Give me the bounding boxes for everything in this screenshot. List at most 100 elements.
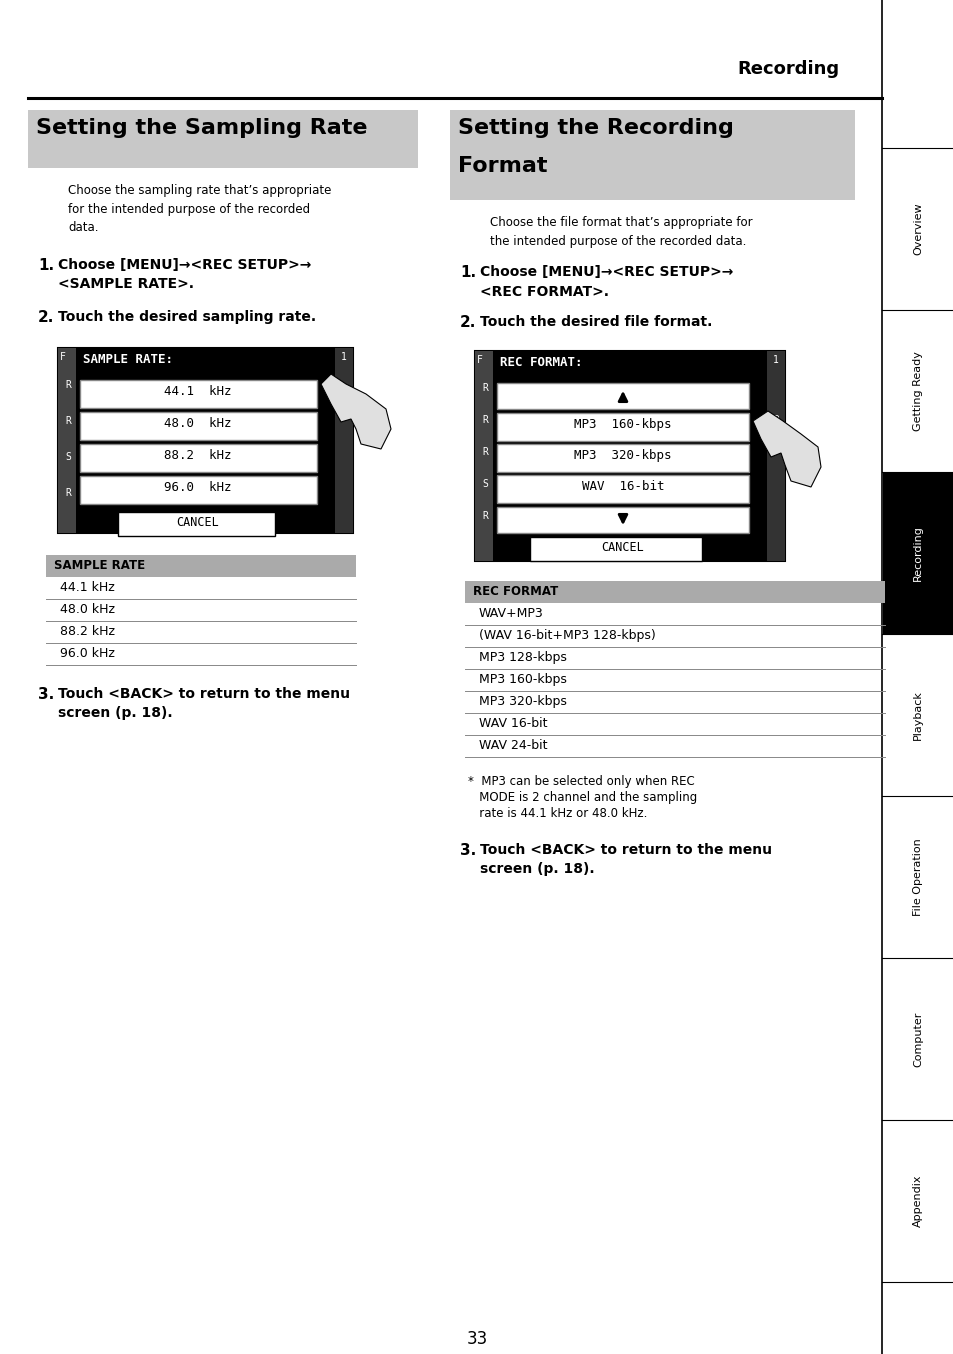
Text: 33: 33 xyxy=(466,1330,487,1349)
Text: 1: 1 xyxy=(341,352,347,362)
Text: WAV 24-bit: WAV 24-bit xyxy=(478,739,547,751)
Bar xyxy=(882,1120,953,1282)
Bar xyxy=(497,413,748,441)
Text: 48.0  kHz: 48.0 kHz xyxy=(164,417,232,431)
Text: 3.: 3. xyxy=(38,686,54,701)
Text: MODE is 2 channel and the sampling: MODE is 2 channel and the sampling xyxy=(468,791,697,804)
Bar xyxy=(497,383,748,409)
Bar xyxy=(493,351,766,379)
Text: 88.2 kHz: 88.2 kHz xyxy=(60,626,115,638)
Text: MP3 128-kbps: MP3 128-kbps xyxy=(478,651,566,663)
Text: 96.0 kHz: 96.0 kHz xyxy=(60,647,114,659)
Text: Appendix: Appendix xyxy=(912,1175,923,1227)
Text: Recording: Recording xyxy=(737,60,840,79)
Text: MP3 320-kbps: MP3 320-kbps xyxy=(478,695,566,708)
Text: Recording: Recording xyxy=(912,525,923,581)
Text: Format: Format xyxy=(457,156,547,176)
Text: WAV 16-bit: WAV 16-bit xyxy=(478,718,547,730)
Text: 1: 1 xyxy=(772,355,778,366)
Text: Choose [MENU]→<REC SETUP>→
<SAMPLE RATE>.: Choose [MENU]→<REC SETUP>→ <SAMPLE RATE>… xyxy=(58,259,311,291)
Text: R: R xyxy=(481,414,487,425)
Text: SAMPLE RATE: SAMPLE RATE xyxy=(54,559,145,571)
Bar xyxy=(80,444,316,473)
Text: R: R xyxy=(481,510,487,521)
Text: Computer: Computer xyxy=(912,1011,923,1067)
Text: 3: 3 xyxy=(772,414,778,425)
Text: 96.0  kHz: 96.0 kHz xyxy=(164,481,232,494)
Text: Getting Ready: Getting Ready xyxy=(912,351,923,431)
Text: S: S xyxy=(65,452,71,462)
Text: 48.0 kHz: 48.0 kHz xyxy=(60,603,115,616)
Text: rate is 44.1 kHz or 48.0 kHz.: rate is 44.1 kHz or 48.0 kHz. xyxy=(468,807,647,821)
Text: R: R xyxy=(481,383,487,393)
Text: Touch <BACK> to return to the menu
screen (p. 18).: Touch <BACK> to return to the menu scree… xyxy=(479,844,771,876)
Bar xyxy=(882,473,953,634)
Bar xyxy=(882,796,953,959)
Text: Setting the Sampling Rate: Setting the Sampling Rate xyxy=(36,118,367,138)
Text: R: R xyxy=(481,447,487,458)
Bar xyxy=(882,959,953,1120)
Text: 3: 3 xyxy=(341,412,347,422)
Bar xyxy=(58,348,353,533)
Bar xyxy=(475,351,493,561)
Bar xyxy=(58,348,76,533)
Text: 44.1  kHz: 44.1 kHz xyxy=(164,385,232,398)
Bar xyxy=(450,110,854,200)
Text: (WAV 16-bit+MP3 128-kbps): (WAV 16-bit+MP3 128-kbps) xyxy=(478,630,655,642)
Polygon shape xyxy=(752,412,821,487)
Text: F: F xyxy=(476,355,482,366)
Text: 88.2  kHz: 88.2 kHz xyxy=(164,450,232,462)
Text: WAV  16-bit: WAV 16-bit xyxy=(581,481,663,493)
Text: Overview: Overview xyxy=(912,203,923,256)
Text: CANCEL: CANCEL xyxy=(601,542,643,554)
Text: CANCEL: CANCEL xyxy=(176,516,219,529)
Text: 2.: 2. xyxy=(459,315,476,330)
Bar xyxy=(882,148,953,310)
Text: R: R xyxy=(65,487,71,498)
Bar xyxy=(80,477,316,504)
Bar xyxy=(76,348,335,376)
Bar xyxy=(882,0,953,1354)
Bar xyxy=(497,506,748,533)
Text: 1.: 1. xyxy=(459,265,476,280)
Bar xyxy=(335,348,353,533)
Text: Setting the Recording: Setting the Recording xyxy=(457,118,733,138)
Bar xyxy=(475,351,784,561)
Text: R: R xyxy=(65,380,71,390)
Text: 2.: 2. xyxy=(38,310,54,325)
Bar xyxy=(80,412,316,440)
Polygon shape xyxy=(320,374,391,450)
Bar xyxy=(497,475,748,502)
Bar xyxy=(118,512,274,536)
Text: WAV+MP3: WAV+MP3 xyxy=(478,607,543,620)
Text: File Operation: File Operation xyxy=(912,838,923,915)
Text: S: S xyxy=(481,479,487,489)
Text: Choose the sampling rate that’s appropriate
for the intended purpose of the reco: Choose the sampling rate that’s appropri… xyxy=(68,184,331,234)
Text: MP3  160-kbps: MP3 160-kbps xyxy=(574,418,671,431)
Text: Touch the desired sampling rate.: Touch the desired sampling rate. xyxy=(58,310,315,324)
Text: 44.1 kHz: 44.1 kHz xyxy=(60,581,114,594)
Bar xyxy=(464,581,884,603)
Bar xyxy=(28,110,417,168)
Text: *  MP3 can be selected only when REC: * MP3 can be selected only when REC xyxy=(468,774,694,788)
Text: Playback: Playback xyxy=(912,691,923,739)
Text: MP3  320-kbps: MP3 320-kbps xyxy=(574,450,671,462)
Bar xyxy=(766,351,784,561)
Bar xyxy=(882,634,953,796)
Bar xyxy=(530,538,701,561)
Bar xyxy=(497,444,748,473)
Text: Choose [MENU]→<REC SETUP>→
<REC FORMAT>.: Choose [MENU]→<REC SETUP>→ <REC FORMAT>. xyxy=(479,265,733,298)
Text: Touch <BACK> to return to the menu
screen (p. 18).: Touch <BACK> to return to the menu scree… xyxy=(58,686,350,720)
Text: Touch the desired file format.: Touch the desired file format. xyxy=(479,315,712,329)
Text: REC FORMAT: REC FORMAT xyxy=(473,585,558,598)
Text: SAMPLE RATE:: SAMPLE RATE: xyxy=(83,353,172,366)
Text: Choose the file format that’s appropriate for
the intended purpose of the record: Choose the file format that’s appropriat… xyxy=(490,217,752,248)
Text: R: R xyxy=(65,416,71,427)
Text: 1.: 1. xyxy=(38,259,54,274)
Text: MP3 160-kbps: MP3 160-kbps xyxy=(478,673,566,686)
Bar xyxy=(882,310,953,473)
Text: REC FORMAT:: REC FORMAT: xyxy=(499,356,582,370)
Bar xyxy=(80,380,316,408)
Text: 3.: 3. xyxy=(459,844,476,858)
Text: F: F xyxy=(60,352,66,362)
